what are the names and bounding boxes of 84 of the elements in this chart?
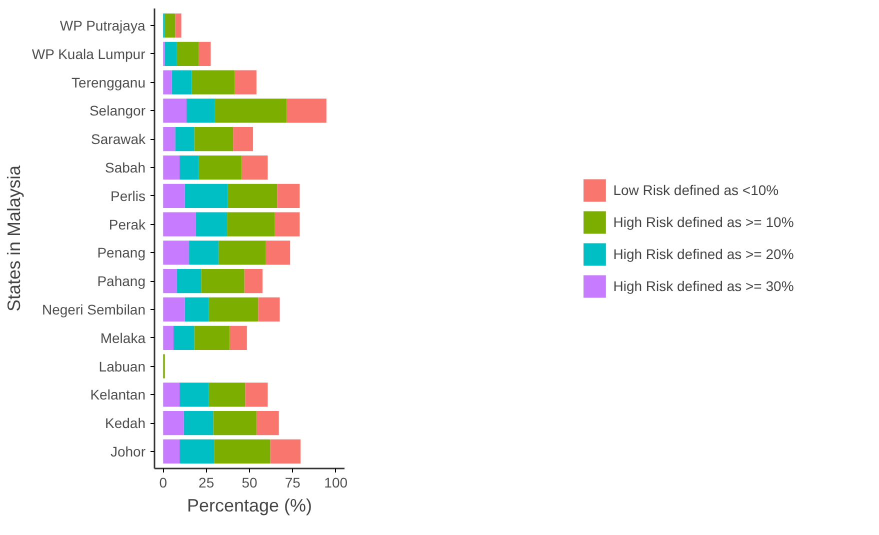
bar: [175, 13, 182, 38]
bar: [163, 439, 180, 464]
bar: [163, 411, 184, 436]
bar: [274, 212, 300, 236]
bar: [163, 382, 180, 407]
bar: [184, 184, 228, 208]
bar: [164, 13, 176, 38]
legend-label: Low Risk defined as <10%: [613, 182, 779, 198]
bar: [189, 240, 218, 265]
bar: [208, 382, 246, 407]
y-tick-label: Perak: [108, 216, 146, 232]
y-tick-label: Sarawak: [91, 131, 146, 148]
bar: [230, 326, 247, 350]
bar: [218, 240, 266, 265]
bar: [163, 269, 177, 294]
x-tick-label: 0: [159, 474, 168, 490]
legend-label: High Risk defined as >= 30%: [613, 278, 794, 294]
bar: [198, 155, 242, 180]
bar: [163, 240, 190, 265]
bar: [163, 297, 185, 322]
bar: [186, 98, 215, 123]
bar: [270, 439, 300, 464]
y-tick-label: Penang: [97, 244, 146, 261]
bar: [180, 155, 199, 180]
bar: [184, 297, 209, 322]
bar: [194, 127, 234, 152]
bar: [208, 297, 258, 322]
bar: [163, 184, 185, 208]
bar: [214, 439, 270, 464]
y-tick-label: Negeri Sembilan: [42, 301, 146, 318]
bar: [258, 297, 280, 322]
bar: [180, 439, 214, 464]
bar: [163, 98, 186, 123]
bar: [196, 212, 228, 236]
y-tick-label: Pahang: [97, 273, 146, 290]
bar: [176, 269, 202, 294]
y-axis-title: States in Malaysia: [4, 164, 24, 312]
bar: [245, 382, 268, 407]
bar: [233, 127, 253, 152]
y-tick-label: Selangor: [89, 102, 146, 119]
bar: [227, 212, 275, 236]
bar: [163, 155, 180, 180]
bar: [163, 127, 176, 152]
bar: [242, 155, 268, 180]
y-tick-label: Sabah: [105, 160, 146, 176]
legend-label: High Risk defined as >= 10%: [613, 214, 794, 230]
bar: [228, 184, 278, 208]
bar: [163, 212, 196, 236]
y-tick-label: WP Kuala Lumpur: [32, 46, 146, 62]
bar: [163, 326, 174, 350]
bar: [277, 184, 300, 208]
y-tick-label: Labuan: [98, 358, 146, 374]
x-tick-label: 100: [324, 474, 348, 490]
x-tick-label: 25: [198, 474, 214, 490]
bar: [180, 382, 209, 407]
x-tick-label: 75: [284, 474, 301, 490]
bar: [164, 42, 177, 66]
y-tick-label: Johor: [110, 443, 146, 460]
y-tick-label: WP Putrajaya: [60, 18, 146, 34]
y-tick-label: Kelantan: [90, 386, 146, 403]
bar: [198, 42, 211, 66]
bar: [213, 411, 256, 436]
y-tick-label: Kedah: [105, 415, 146, 432]
bar: [172, 70, 192, 94]
bar: [201, 269, 244, 294]
bar: [163, 70, 172, 94]
bar: [234, 70, 256, 94]
bar: [192, 70, 235, 94]
bar: [194, 326, 230, 350]
x-tick-label: 50: [242, 474, 258, 490]
bar: [184, 411, 214, 436]
bar: [214, 98, 287, 123]
legend-label: High Risk defined as >= 20%: [613, 246, 794, 262]
bar: [244, 269, 262, 294]
y-tick-label: Perlis: [110, 188, 146, 204]
bar: [286, 98, 326, 123]
x-axis-title: Percentage (%): [186, 496, 312, 516]
bar: [266, 240, 290, 265]
y-tick-label: Melaka: [100, 330, 146, 346]
bar: [174, 326, 194, 350]
bar: [256, 411, 279, 436]
y-tick-label: Terengganu: [72, 74, 146, 90]
bar: [175, 127, 194, 152]
bar: [176, 42, 199, 66]
